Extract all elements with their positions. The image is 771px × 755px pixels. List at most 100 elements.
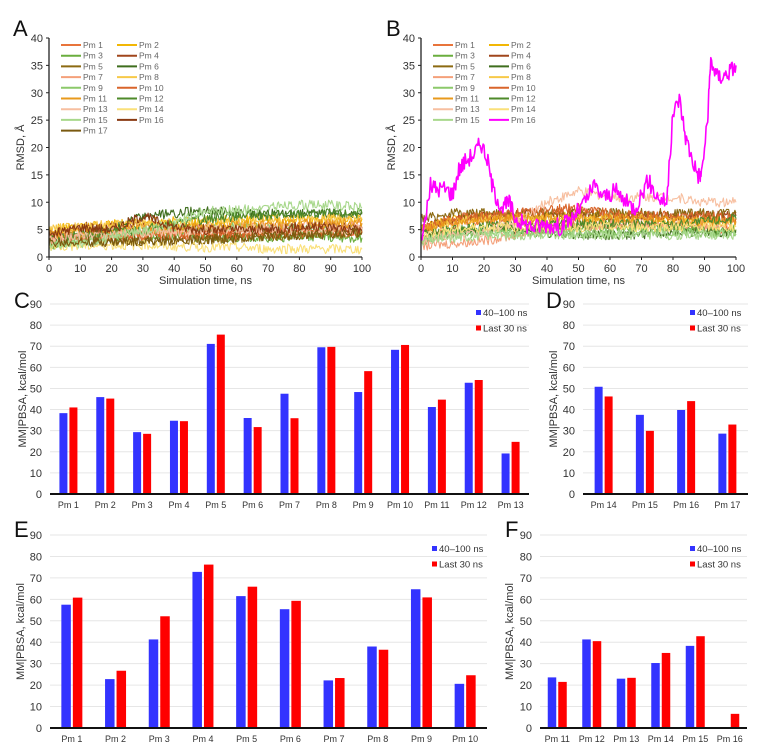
bar-40-100ns xyxy=(323,680,334,728)
x-tick-label: 20 xyxy=(105,263,117,275)
x-tick-label: 40 xyxy=(168,263,180,275)
x-tick-label: 80 xyxy=(293,263,305,275)
x-tick-label: 0 xyxy=(46,263,52,275)
panel-d: D 0 10 20 30 40 50 60 70 80 90 Pm 14 Pm 15 Pm 16 Pm 1… xyxy=(540,280,771,510)
y-axis-label: MM|PBSA, kcal/mol xyxy=(15,583,27,680)
bar-40-100ns xyxy=(280,393,289,494)
y-tick-label: 0 xyxy=(37,252,43,264)
mmpbsa-chart-f: 0 10 20 30 40 50 60 70 80 90 Pm 11 Pm 12 Pm 13 Pm 14 P… xyxy=(504,530,747,744)
bar-last-30ns xyxy=(290,418,299,494)
x-tick-label: Pm 5 xyxy=(236,734,257,744)
legend-label: Pm 4 xyxy=(139,51,159,61)
x-tick-label: 70 xyxy=(635,263,647,275)
x-tick-label: Pm 13 xyxy=(498,500,524,510)
bar-40-100ns xyxy=(677,409,686,494)
panel-label: C xyxy=(14,288,30,313)
legend-label: Last 30 ns xyxy=(439,560,483,571)
y-axis-label: MM|PBSA, kcal/mol xyxy=(548,351,560,448)
y-tick-label: 80 xyxy=(30,551,42,563)
bar-40-100ns xyxy=(279,609,290,728)
x-tick-label: Pm 11 xyxy=(545,734,570,744)
x-axis-label: Simulation time, ns xyxy=(532,275,625,287)
y-tick-label: 60 xyxy=(520,594,532,606)
y-tick-label: 20 xyxy=(403,143,415,155)
bar-last-30ns xyxy=(604,396,613,494)
panel-a: A 0 5 10 15 20 25 30 35 40 0 10 20 30 40 50 60 70 80 90 100… xyxy=(0,0,385,287)
x-tick-label: Pm 1 xyxy=(58,500,79,510)
x-tick-label: Pm 10 xyxy=(452,734,478,744)
bar-last-30ns xyxy=(179,421,188,494)
bar-40-100ns xyxy=(616,678,626,728)
legend-swatch xyxy=(690,325,695,331)
x-tick-label: Pm 3 xyxy=(132,500,153,510)
bar-40-100ns xyxy=(61,604,71,728)
bar-last-30ns xyxy=(511,441,520,494)
y-tick-label: 15 xyxy=(31,170,43,182)
bar-last-30ns xyxy=(661,652,671,728)
x-tick-label: Pm 15 xyxy=(632,500,658,510)
y-tick-label: 20 xyxy=(30,680,42,692)
panel-label: A xyxy=(13,16,28,41)
bar-40-100ns xyxy=(582,639,591,728)
legend-label: Pm 3 xyxy=(83,51,103,61)
bar-last-30ns xyxy=(466,675,476,728)
x-tick-label: Pm 16 xyxy=(717,734,743,744)
bar-last-30ns xyxy=(106,398,115,494)
bar-last-30ns xyxy=(592,641,602,728)
bar-last-30ns xyxy=(437,399,446,494)
y-tick-label: 50 xyxy=(30,383,42,395)
y-tick-label: 30 xyxy=(30,426,42,438)
x-tick-label: 10 xyxy=(74,263,86,275)
legend-label: Pm 14 xyxy=(511,104,536,114)
bar-last-30ns xyxy=(474,380,483,494)
bar-40-100ns xyxy=(105,679,115,728)
bar-last-30ns xyxy=(72,597,83,728)
y-tick-label: 40 xyxy=(563,405,575,417)
y-tick-label: 20 xyxy=(30,447,42,459)
y-tick-label: 30 xyxy=(520,659,532,671)
x-tick-label: Pm 10 xyxy=(387,500,413,510)
y-axis-label: RMSD, Å xyxy=(14,124,27,171)
y-tick-label: 30 xyxy=(31,88,43,100)
y-tick-label: 0 xyxy=(36,489,42,501)
y-tick-label: 50 xyxy=(30,616,42,628)
y-tick-label: 10 xyxy=(563,468,575,480)
y-tick-label: 60 xyxy=(30,362,42,374)
y-axis-label: MM|PBSA, kcal/mol xyxy=(504,583,516,680)
legend-label: Last 30 ns xyxy=(483,324,527,335)
series-line-pm-14 xyxy=(48,239,363,255)
mmpbsa-chart-e: 0 10 20 30 40 50 60 70 80 90 Pm 1 Pm 2 Pm 3 Pm 4 Pm 5 P… xyxy=(15,530,487,744)
legend-label: 40–100 ns xyxy=(439,544,484,555)
bar-40-100ns xyxy=(464,382,473,494)
y-tick-label: 60 xyxy=(30,594,42,606)
bar-last-30ns xyxy=(69,407,78,494)
y-tick-label: 50 xyxy=(563,383,575,395)
y-tick-label: 20 xyxy=(563,447,575,459)
y-tick-label: 30 xyxy=(30,659,42,671)
bar-40-100ns xyxy=(317,347,326,494)
y-tick-label: 5 xyxy=(37,225,43,237)
x-tick-label: Pm 14 xyxy=(591,500,617,510)
legend-label: 40–100 ns xyxy=(697,308,742,319)
bar-last-30ns xyxy=(627,677,636,728)
y-tick-label: 10 xyxy=(520,702,532,714)
legend-label: Pm 13 xyxy=(83,104,108,114)
y-tick-label: 80 xyxy=(30,320,42,332)
bar-last-30ns xyxy=(203,564,214,728)
bar-40-100ns xyxy=(206,343,215,494)
bar-last-30ns xyxy=(401,344,410,494)
panel-label: F xyxy=(505,517,519,542)
y-tick-label: 80 xyxy=(563,320,575,332)
x-tick-label: 90 xyxy=(325,263,337,275)
y-tick-label: 0 xyxy=(569,489,575,501)
x-tick-label: 60 xyxy=(604,263,616,275)
y-tick-label: 60 xyxy=(563,362,575,374)
y-tick-label: 10 xyxy=(30,702,42,714)
y-tick-label: 90 xyxy=(30,530,42,542)
legend-label: Pm 15 xyxy=(455,115,480,125)
x-tick-label: Pm 8 xyxy=(367,734,388,744)
legend-label: Pm 16 xyxy=(139,115,164,125)
bar-40-100ns xyxy=(367,646,377,728)
y-axis-label: RMSD, Å xyxy=(385,124,398,171)
rmsd-chart-a: 0 5 10 15 20 25 30 35 40 0 10 20 30 40 50 60 70 80 90 100 Si… xyxy=(14,33,371,287)
